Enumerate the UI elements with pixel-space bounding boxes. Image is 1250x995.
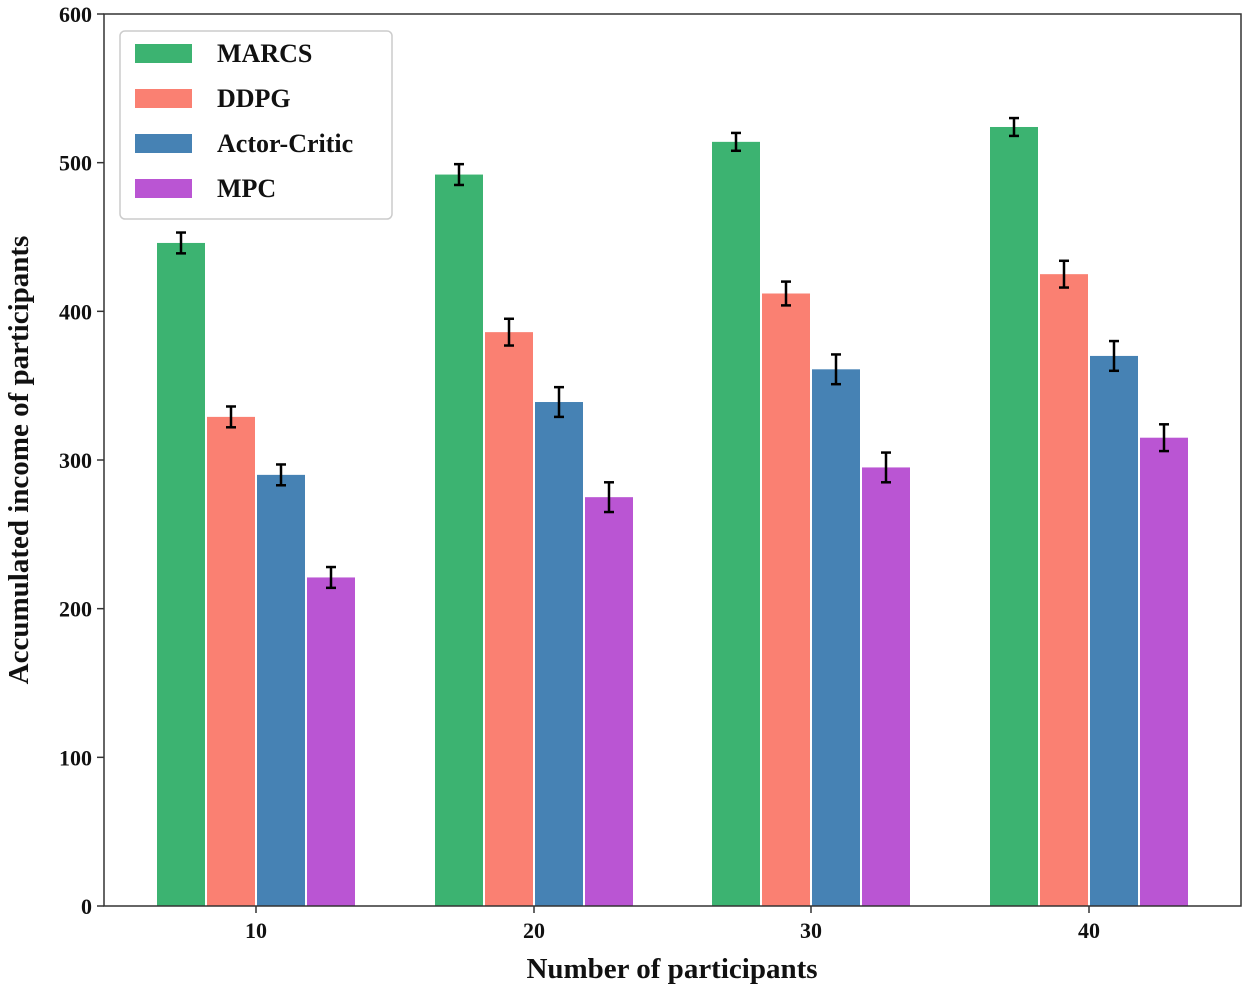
bar-actor-critic-20	[535, 402, 583, 906]
legend-swatch	[135, 179, 192, 198]
bar-ddpg-30	[762, 293, 810, 906]
legend: MARCS DDPG Actor-Critic MPC	[119, 30, 393, 220]
bar-actor-critic-30	[812, 369, 860, 906]
x-tick-label: 40	[1078, 918, 1100, 943]
error-bar	[226, 405, 236, 429]
error-bar	[881, 451, 891, 484]
error-bar	[604, 481, 614, 514]
y-tick-label: 0	[81, 894, 92, 919]
legend-box	[119, 30, 393, 220]
x-axis-label: Number of participants	[526, 953, 817, 985]
bar-mpc-40	[1140, 437, 1188, 906]
legend-label: DDPG	[217, 84, 291, 113]
x-tick-label: 30	[800, 918, 822, 943]
error-bar	[454, 162, 464, 187]
error-bar	[554, 385, 564, 419]
legend-label: Actor-Critic	[217, 129, 353, 158]
y-tick-label: 600	[59, 2, 92, 27]
error-bars-layer	[176, 116, 1169, 590]
bar-marcs-20	[435, 174, 483, 906]
error-bar	[781, 280, 791, 307]
bar-marcs-40	[990, 126, 1038, 906]
bar-actor-critic-10	[257, 474, 305, 906]
x-axis: 10 20 30 40	[245, 906, 1100, 943]
legend-label: MARCS	[217, 39, 312, 68]
legend-swatch	[135, 134, 192, 153]
error-bar	[1109, 339, 1119, 373]
bar-mpc-30	[862, 467, 910, 906]
error-bar	[731, 131, 741, 153]
error-bar	[504, 317, 514, 347]
error-bar	[276, 463, 286, 487]
legend-label: MPC	[217, 174, 276, 203]
error-bar	[1159, 423, 1169, 453]
y-tick-label: 500	[59, 151, 92, 176]
x-tick-label: 10	[245, 918, 267, 943]
legend-swatch	[135, 44, 192, 63]
y-axis: 0 100 200 300 400 500 600	[59, 2, 104, 919]
bar-mpc-10	[307, 577, 355, 906]
error-bar	[1009, 116, 1019, 138]
bar-mpc-20	[585, 497, 633, 906]
bar-marcs-30	[712, 141, 760, 906]
x-tick-label: 20	[523, 918, 545, 943]
bar-ddpg-40	[1040, 274, 1088, 907]
error-bar	[1059, 259, 1069, 289]
bar-marcs-10	[157, 242, 205, 907]
legend-swatch	[135, 89, 192, 108]
y-tick-label: 100	[59, 745, 92, 770]
y-tick-label: 200	[59, 597, 92, 622]
bar-ddpg-20	[485, 332, 533, 906]
error-bar	[176, 231, 186, 255]
y-tick-label: 300	[59, 448, 92, 473]
y-axis-label: Accumulated income of participants	[3, 236, 35, 685]
bars-layer	[157, 126, 1188, 907]
bar-actor-critic-40	[1090, 355, 1138, 906]
error-bar	[326, 565, 336, 590]
error-bar	[831, 353, 841, 386]
y-tick-label: 400	[59, 299, 92, 324]
bar-ddpg-10	[207, 416, 255, 906]
